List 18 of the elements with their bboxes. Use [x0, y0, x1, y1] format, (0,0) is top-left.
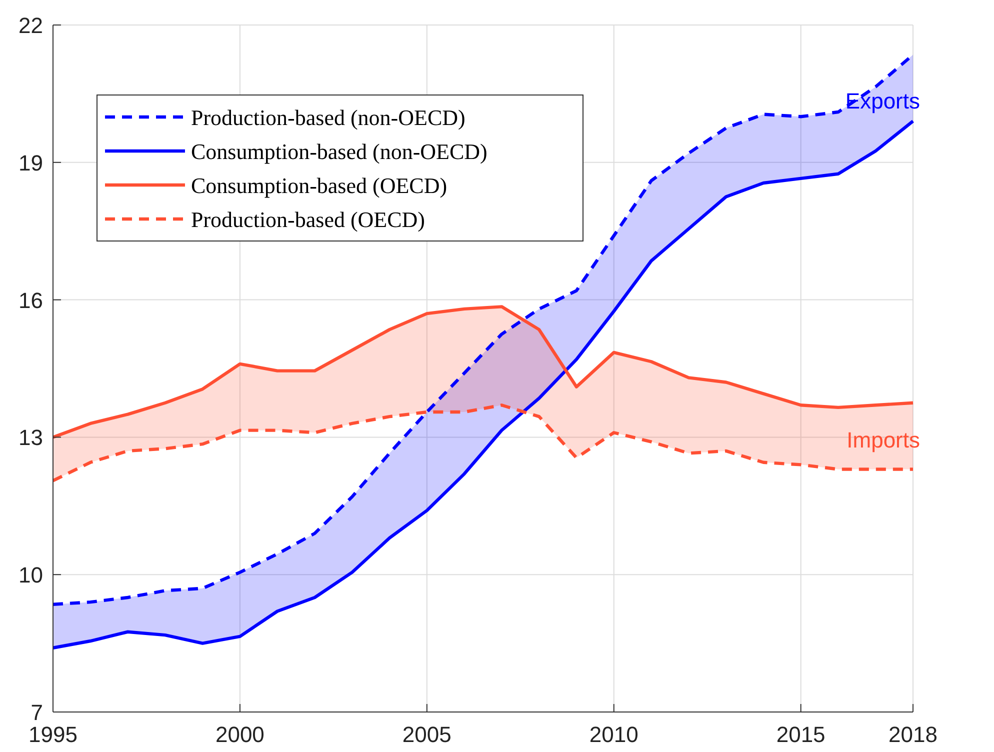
x-tick-label: 2005 — [402, 722, 452, 747]
legend-label: Consumption-based (non-OECD) — [191, 139, 488, 164]
x-tick-label: 2010 — [589, 722, 638, 747]
y-tick-label: 22 — [18, 13, 43, 38]
y-tick-label: 13 — [18, 425, 43, 450]
legend-label: Production-based (OECD) — [191, 207, 426, 232]
y-tick-label: 19 — [18, 150, 43, 176]
y-tick-label: 16 — [18, 288, 43, 313]
x-tick-label: 2018 — [888, 722, 938, 747]
x-tick-label: 1995 — [28, 722, 78, 747]
annotation: Exports — [845, 88, 920, 114]
legend-label: Production-based (non-OECD) — [191, 105, 466, 130]
y-tick-label: 10 — [18, 562, 43, 588]
legend-label: Consumption-based (OECD) — [191, 173, 448, 198]
x-tick-label: 2015 — [776, 722, 826, 747]
y-tick-label: 7 — [30, 700, 43, 725]
annotation: Imports — [846, 427, 920, 452]
x-tick-label: 2000 — [215, 722, 264, 747]
